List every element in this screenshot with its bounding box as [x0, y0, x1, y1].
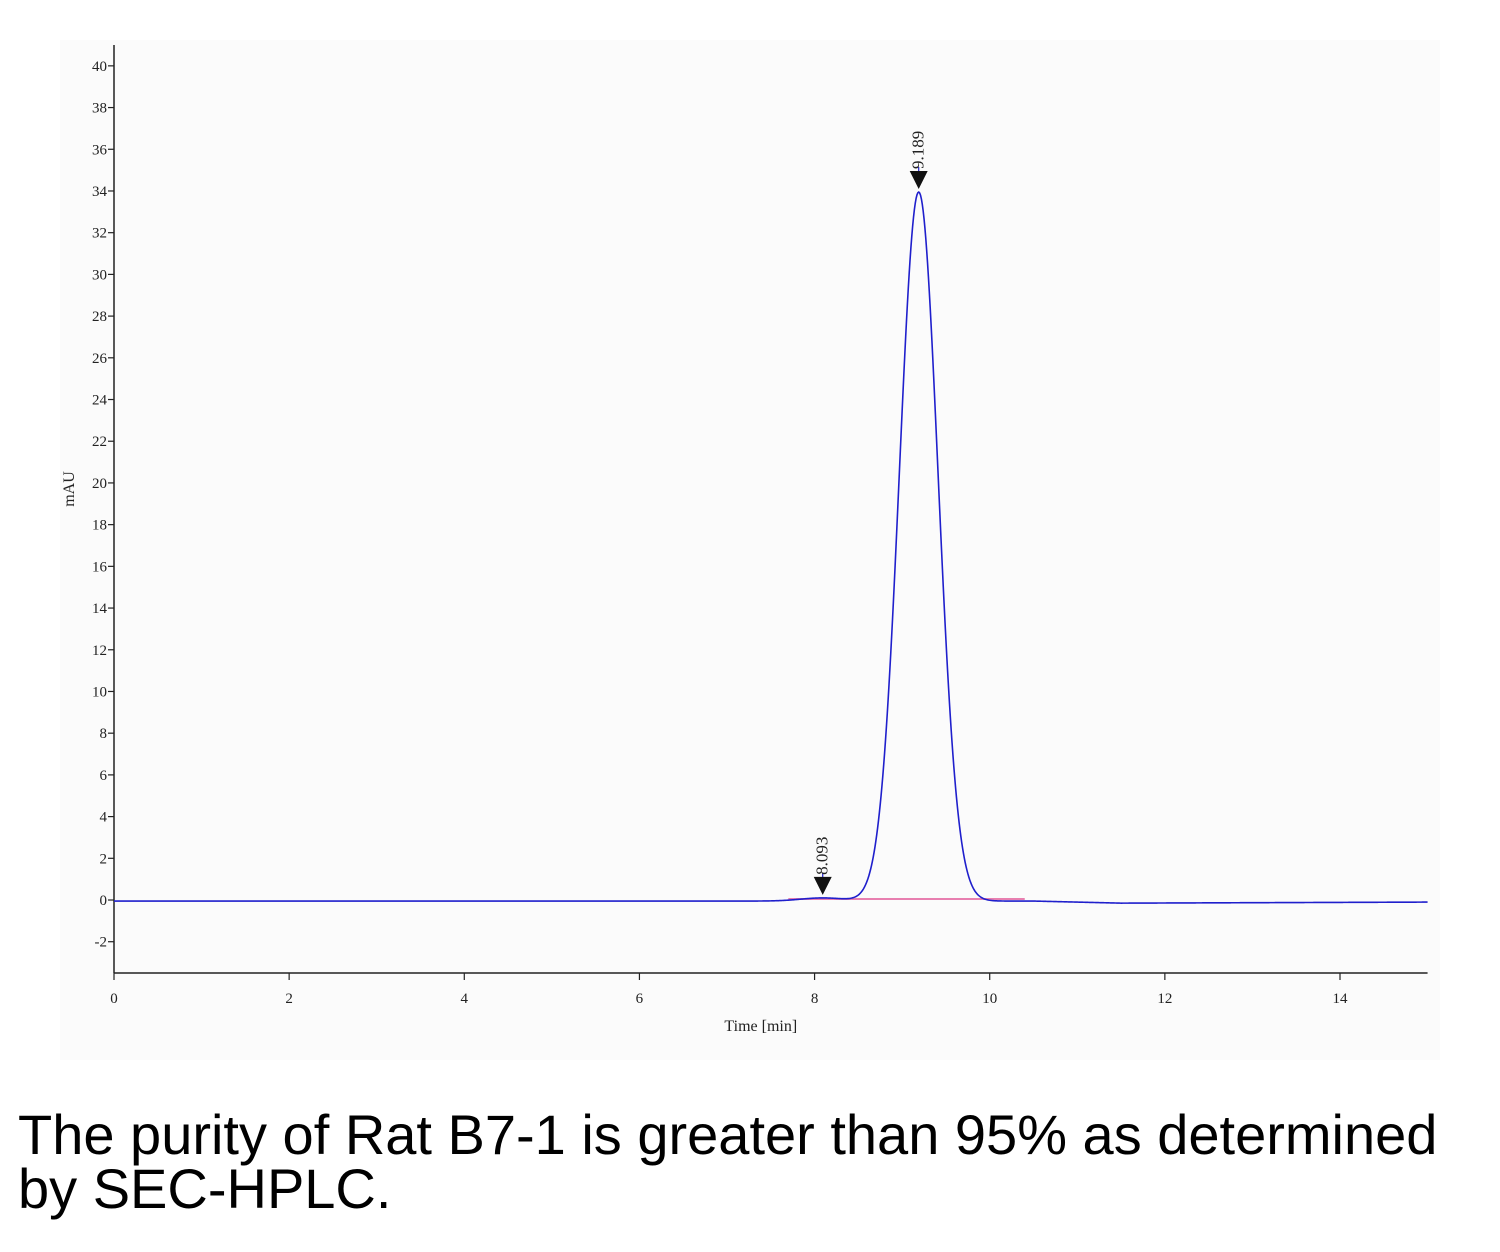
y-tick-label: 8	[100, 726, 108, 742]
y-tick-label: 26	[92, 351, 108, 367]
x-tick-label: 0	[110, 991, 118, 1007]
y-tick-label: 36	[92, 142, 108, 158]
y-tick-label: 14	[92, 601, 108, 617]
signal-trace	[114, 191, 1428, 904]
y-tick-label: 12	[92, 643, 107, 659]
x-tick-label: 4	[461, 991, 469, 1007]
purity-caption: The purity of Rat B7-1 is greater than 9…	[18, 1103, 1438, 1220]
x-tick-label: 8	[811, 991, 819, 1007]
peak-marker-arrow	[909, 170, 928, 189]
y-tick-label: 0	[100, 893, 108, 909]
y-tick-label: 18	[92, 518, 107, 534]
y-tick-label: 28	[92, 309, 107, 325]
x-tick-label: 2	[285, 991, 293, 1007]
x-axis-title: Time [min]	[724, 1018, 797, 1035]
chromatogram-chart: -2 0 2 4 6 8 10 12 14 16 18 20 22 24 26 28 30 32 34 36 38 40 0…	[60, 40, 1440, 1060]
y-tick-label: 16	[92, 559, 108, 575]
y-tick-label: 6	[100, 768, 108, 784]
y-tick-label: 22	[92, 434, 107, 450]
y-tick-label: 20	[92, 476, 107, 492]
y-tick-label: 32	[92, 226, 107, 242]
y-tick-label: 38	[92, 101, 107, 117]
y-tick-label: 2	[100, 851, 108, 867]
y-axis-title: mAU	[61, 471, 78, 507]
x-tick-label: 12	[1157, 991, 1172, 1007]
y-tick-label: 30	[92, 267, 107, 283]
y-tick-label: 10	[92, 684, 107, 700]
y-tick-label: 40	[92, 59, 107, 75]
y-tick-label: -2	[95, 935, 108, 951]
chart-svg: -202468101214161820222426283032343638400…	[61, 45, 1428, 1035]
peak-label: 9.189	[909, 131, 928, 169]
y-tick-label: 34	[92, 184, 108, 200]
y-tick-label: 4	[100, 810, 108, 826]
x-tick-label: 14	[1333, 991, 1349, 1007]
peak-label: 8.093	[813, 837, 832, 875]
x-tick-label: 6	[636, 991, 644, 1007]
x-tick-label: 10	[982, 991, 997, 1007]
peak-marker-arrow	[813, 876, 832, 895]
y-tick-label: 24	[92, 393, 108, 409]
